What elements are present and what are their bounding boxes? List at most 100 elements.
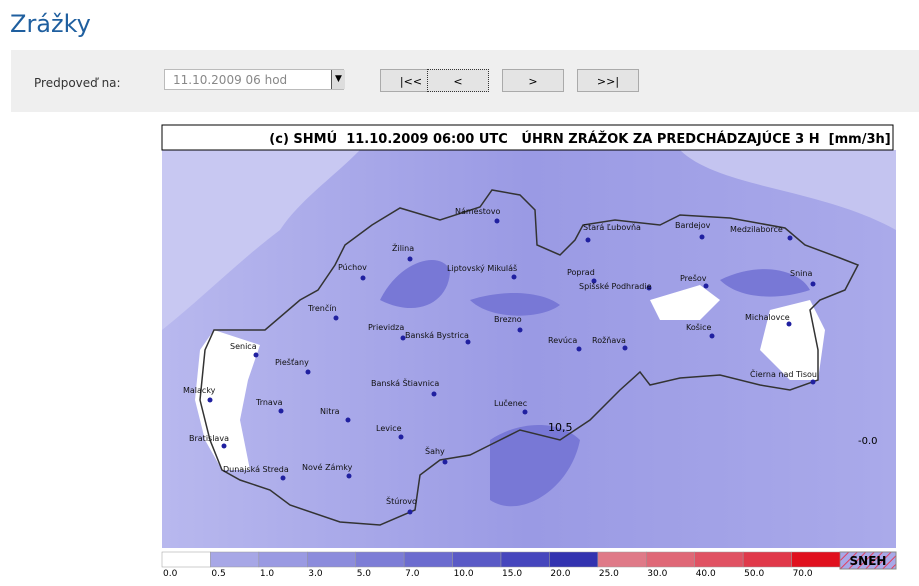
city-dot xyxy=(346,473,352,479)
city-label: Snina xyxy=(790,269,812,278)
city-label: Žilina xyxy=(392,242,414,253)
city-label: Šahy xyxy=(425,445,445,456)
legend-label: 7.0 xyxy=(405,569,420,579)
city-dot xyxy=(442,459,448,465)
page-title: Zrážky xyxy=(10,10,91,38)
legend-swatch xyxy=(500,551,550,568)
city-label: Michalovce xyxy=(745,313,790,322)
city-dot xyxy=(345,417,351,423)
area xyxy=(162,150,360,330)
annotation: 10,5 xyxy=(548,421,573,434)
dry-area xyxy=(650,285,825,380)
city-label: Piešťany xyxy=(275,357,309,367)
city-label: Námestovo xyxy=(455,207,501,216)
legend-swatch xyxy=(258,551,308,568)
city-label: Prievidza xyxy=(368,323,404,332)
prev-button[interactable]: < xyxy=(427,69,489,92)
city-label: Revúca xyxy=(548,336,577,345)
city-dot xyxy=(787,235,793,241)
legend-label: 1.0 xyxy=(260,569,275,579)
legend-swatch xyxy=(646,551,695,568)
legend-swatch xyxy=(549,551,599,568)
legend-swatch xyxy=(355,551,405,568)
legend-label: 50.0 xyxy=(744,569,764,579)
city-dot xyxy=(591,278,597,284)
city-label: Malacky xyxy=(183,386,216,395)
city-label: Medzilaborce xyxy=(730,225,783,234)
city-dot xyxy=(810,281,816,287)
city-dot xyxy=(522,409,528,415)
city-dot xyxy=(465,339,471,345)
legend-swatch xyxy=(210,551,260,568)
border xyxy=(199,189,860,526)
city-dot xyxy=(517,327,523,333)
city-dot xyxy=(407,256,413,262)
legend-swatch xyxy=(452,551,502,568)
legend-label: 0.0 xyxy=(163,569,178,579)
snow-label: SNEH xyxy=(850,554,887,568)
map-title: (c) SHMÚ 11.10.2009 06:00 UTC ÚHRN ZRÁŽO… xyxy=(269,131,890,147)
legend-label: 5.0 xyxy=(357,569,372,579)
legend-label: 20.0 xyxy=(550,569,570,579)
city-dot xyxy=(278,408,284,414)
city-label: Púchov xyxy=(338,263,367,272)
city-label: Banská Štiavnica xyxy=(371,377,439,388)
legend-swatch xyxy=(597,551,647,568)
label: Predpoveď na: xyxy=(34,76,121,90)
city-dot xyxy=(398,434,404,440)
city-label: Brezno xyxy=(494,315,522,324)
city-dot xyxy=(585,237,591,243)
city-dot xyxy=(646,285,652,291)
city-dot xyxy=(400,335,406,341)
city-dot xyxy=(407,509,413,515)
area xyxy=(680,150,896,230)
city-dot xyxy=(622,345,628,351)
city-dot xyxy=(253,352,259,358)
city-dot xyxy=(576,346,582,352)
legend-swatch xyxy=(694,551,744,568)
city-dot xyxy=(709,333,715,339)
city-label: Trnava xyxy=(255,398,283,407)
annotation: -0.0 xyxy=(858,436,878,447)
city-dot xyxy=(305,369,311,375)
city-dot xyxy=(511,274,517,280)
legend-label: 3.0 xyxy=(308,569,323,579)
last-button[interactable]: >>| xyxy=(577,69,639,92)
city-dot xyxy=(360,275,366,281)
legend-swatch xyxy=(307,551,356,568)
legend-label: 15.0 xyxy=(502,569,522,579)
city-label: Prešov xyxy=(680,273,707,283)
city-dot xyxy=(333,315,339,321)
city-label: Levice xyxy=(376,424,402,433)
city-label: Košice xyxy=(686,322,712,332)
date-select[interactable]: 11.10.2009 06 hod xyxy=(164,69,344,90)
city-label: Banská Bystrica xyxy=(405,331,469,340)
city-label: Poprad xyxy=(567,268,595,277)
city-dot xyxy=(280,475,286,481)
city-label: Čierna nad Tisou xyxy=(750,368,817,379)
city-label: Bardejov xyxy=(675,221,711,230)
legend-swatch xyxy=(742,551,792,568)
city-label: Liptovský Mikuláš xyxy=(447,263,517,273)
first-button[interactable]: |<< xyxy=(380,69,442,92)
legend-label: 10.0 xyxy=(454,569,474,579)
legend-swatch xyxy=(161,551,211,568)
city-dot xyxy=(431,391,437,397)
legend-swatch xyxy=(403,551,453,568)
city-dot xyxy=(786,321,792,327)
city-dot xyxy=(494,218,500,224)
city-label: Rožňava xyxy=(592,335,626,345)
select-arrow[interactable]: ▼ xyxy=(331,70,345,89)
map-header xyxy=(161,124,894,151)
next-button[interactable]: > xyxy=(502,69,564,92)
map-background xyxy=(162,150,896,548)
snow-swatch xyxy=(839,551,897,570)
wet-area xyxy=(380,260,810,507)
city-label: Stará Ľubovňa xyxy=(583,222,641,232)
city-label: Štúrovo xyxy=(386,495,417,506)
city-label: Lučenec xyxy=(494,398,527,408)
city-label: Senica xyxy=(230,342,257,351)
city-label: Spišské Podhradie xyxy=(579,281,652,291)
city-dot xyxy=(703,283,709,289)
